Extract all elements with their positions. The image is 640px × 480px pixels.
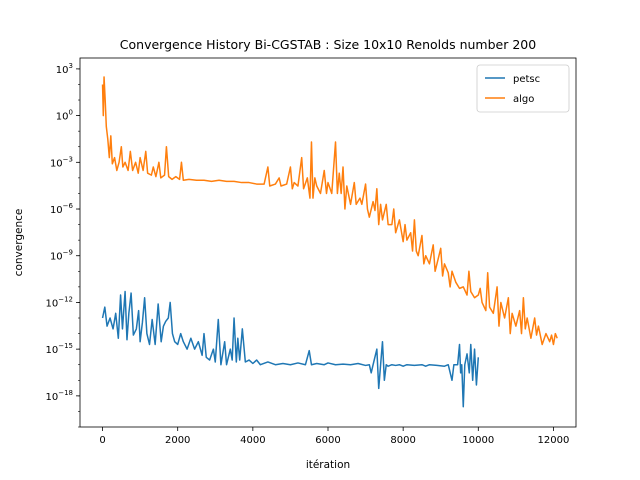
x-tick-label: 10000 — [462, 435, 494, 446]
legend: petsc algo — [476, 64, 570, 113]
x-tick-label: 4000 — [240, 435, 265, 446]
y-tick-label: 103 — [56, 62, 73, 76]
y-axis-label: convergence — [13, 209, 25, 277]
y-tick-label: 10−12 — [45, 295, 73, 309]
x-tick-label: 12000 — [538, 435, 570, 446]
y-tick-label: 10−15 — [45, 342, 73, 356]
y-axis-ticks: 103 100 10−3 10−6 10−9 10−12 10−15 10−18 — [45, 62, 80, 428]
y-tick-label: 10−18 — [45, 389, 73, 403]
legend-label-algo: algo — [513, 94, 534, 105]
series-group — [101, 76, 558, 408]
y-tick-label: 10−6 — [50, 202, 74, 216]
chart-title: Convergence History Bi-CGSTAB : Size 10x… — [120, 37, 536, 52]
legend-label-petsc: petsc — [513, 74, 540, 85]
x-tick-label: 8000 — [390, 435, 415, 446]
series-line-algo — [101, 76, 558, 346]
y-tick-label: 100 — [56, 109, 73, 123]
x-axis-ticks: 0 2000 4000 6000 8000 10000 12000 — [99, 427, 569, 446]
y-tick-label: 10−3 — [50, 155, 73, 169]
x-axis-label: itération — [306, 459, 350, 471]
x-tick-label: 6000 — [315, 435, 340, 446]
legend-box — [476, 64, 570, 113]
x-tick-label: 0 — [99, 435, 105, 446]
x-tick-label: 2000 — [165, 435, 190, 446]
series-line-petsc — [101, 290, 480, 408]
y-tick-label: 10−9 — [50, 249, 73, 263]
